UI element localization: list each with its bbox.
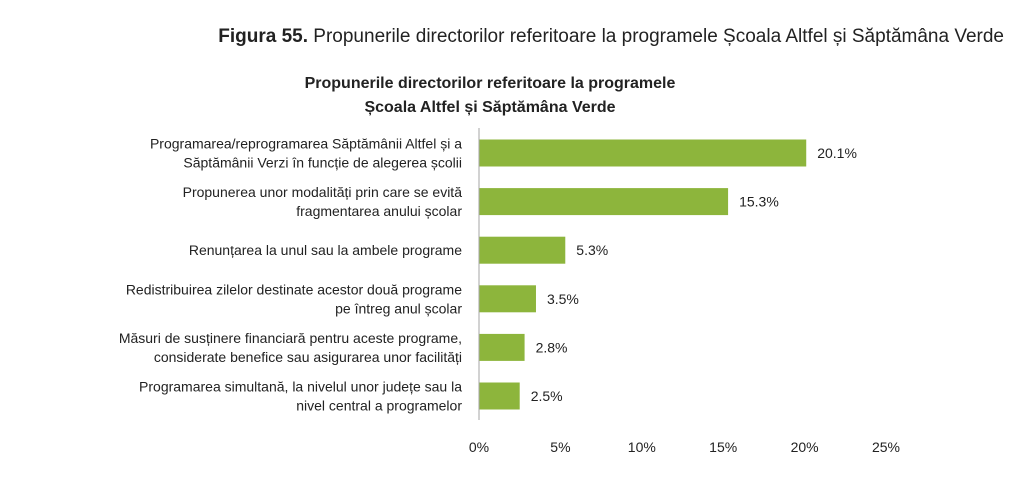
x-tick-label-1: 0% [469, 439, 489, 455]
bar-4 [479, 285, 536, 313]
category-label-1-line-1: Programarea/reprogramarea Săptămânii Alt… [150, 136, 462, 152]
x-tick-label-3: 10% [628, 439, 656, 455]
category-label-1-line-2: Săptămânii Verzi în funcție de alegerea … [183, 155, 462, 171]
x-tick-label-5: 20% [791, 439, 819, 455]
bar-2 [479, 188, 729, 216]
figure-number: Figura 55. [218, 26, 309, 47]
data-label-1: 20.1% [817, 145, 857, 161]
category-label-4-line-1: Redistribuirea zilelor destinate acestor… [126, 281, 462, 297]
category-label-4-line-2: pe întreg anul școlar [335, 300, 462, 316]
chart-title: Propunerile directorilor referitoare la … [230, 72, 750, 120]
bar-6 [479, 382, 520, 410]
figure-caption-text: Propunerile directorilor referitoare la … [313, 26, 1004, 47]
data-label-4: 3.5% [547, 291, 579, 307]
chart-title-line-2: Școala Altfel și Săptămâna Verde [364, 99, 616, 116]
category-label-5-line-2: considerate benefice sau asigurarea unor… [154, 349, 462, 365]
x-tick-label-2: 5% [550, 439, 570, 455]
x-tick-label-4: 15% [709, 439, 737, 455]
category-label-6-line-1: Programarea simultană, la nivelul unor j… [139, 379, 462, 395]
category-label-2-line-1: Propunerea unor modalități prin care se … [183, 184, 463, 200]
category-label-3-line-1: Renunțarea la unul sau la ambele program… [189, 242, 462, 258]
bar-1 [479, 139, 807, 167]
data-label-2: 15.3% [739, 194, 779, 210]
data-label-5: 2.8% [536, 339, 568, 355]
category-label-5-line-1: Măsuri de susținere financiară pentru ac… [119, 330, 462, 346]
data-label-6: 2.5% [531, 388, 563, 404]
bar-3 [479, 236, 566, 264]
bar-5 [479, 333, 525, 361]
category-label-2-line-2: fragmentarea anului școlar [296, 203, 462, 219]
category-label-6-line-2: nivel central a programelor [296, 398, 462, 414]
data-label-3: 5.3% [576, 242, 608, 258]
figure-caption: Figura 55. Propunerile directorilor refe… [0, 26, 1004, 48]
x-tick-label-6: 25% [872, 439, 900, 455]
chart-title-line-1: Propunerile directorilor referitoare la … [304, 75, 676, 92]
